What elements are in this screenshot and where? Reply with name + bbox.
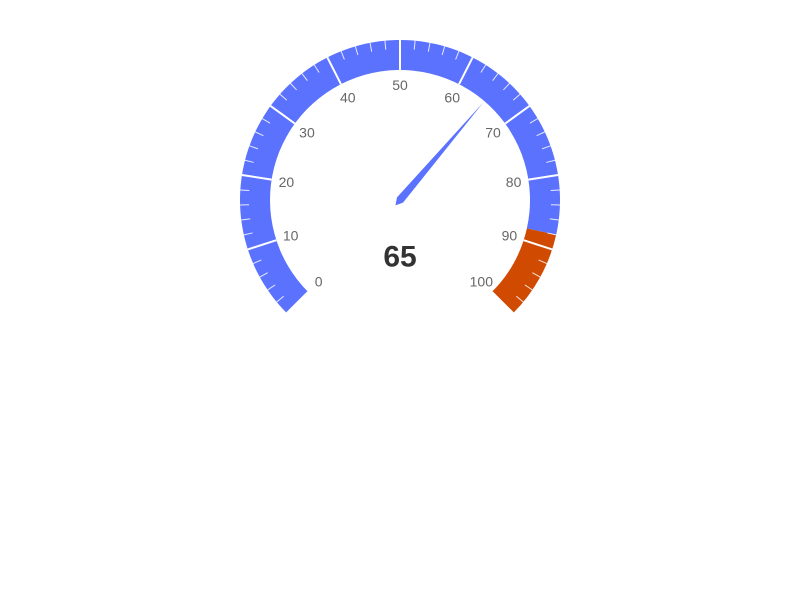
gauge-needle: [395, 102, 484, 206]
gauge-minor-tick: [529, 118, 538, 124]
gauge-tick-label: 20: [279, 174, 295, 190]
gauge-major-tick: [491, 291, 514, 314]
gauge-minor-tick: [249, 145, 259, 150]
gauge-minor-tick: [255, 131, 264, 137]
gauge-major-tick: [241, 173, 272, 181]
gauge-minor-tick: [536, 131, 545, 137]
gauge-tick-label: 30: [299, 124, 315, 140]
gauge-minor-tick: [541, 145, 551, 150]
gauge-major-tick: [286, 291, 309, 314]
gauge-minor-tick: [538, 259, 548, 265]
gauge-minor-tick: [267, 284, 276, 291]
gauge-minor-tick: [262, 118, 271, 124]
gauge-minor-tick: [369, 42, 373, 52]
gauge-minor-tick: [290, 83, 297, 91]
gauge-value-label: 65: [383, 241, 416, 274]
gauge-minor-tick: [301, 73, 308, 81]
gauge-minor-tick: [516, 295, 524, 303]
gauge-minor-tick: [427, 42, 431, 52]
gauge-band-0: [239, 39, 560, 314]
gauge-minor-tick: [279, 93, 288, 101]
gauge-ticks: [240, 40, 560, 314]
gauge-minor-tick: [276, 295, 284, 303]
gauge-major-tick: [504, 105, 531, 125]
gauge-minor-tick: [532, 272, 541, 278]
gauge-minor-tick: [259, 272, 268, 278]
gauge-tick-labels: 0 10 20 30 40 50 60 70 80 90 100: [279, 77, 522, 289]
gauge-band-1: [491, 228, 557, 314]
gauge-minor-tick: [550, 189, 560, 192]
gauge-major-tick: [528, 173, 559, 181]
gauge-tick-label: 70: [485, 124, 501, 140]
gauge-major-tick: [523, 239, 553, 251]
gauge-minor-tick: [480, 64, 487, 73]
gauge-minor-tick: [524, 284, 533, 291]
gauge-minor-tick: [240, 189, 250, 192]
gauge-minor-tick: [252, 259, 262, 265]
gauge-minor-tick: [546, 159, 556, 163]
gauge-tick-label: 0: [315, 273, 323, 289]
gauge-tick-label: 90: [502, 228, 518, 244]
gauge-tick-label: 50: [392, 77, 408, 93]
gauge-minor-tick: [413, 40, 416, 50]
gauge-tick-label: 10: [283, 228, 299, 244]
gauge-tick-label: 80: [506, 174, 522, 190]
gauge-bands: [239, 39, 560, 314]
gauge-minor-tick: [549, 218, 559, 221]
gauge-minor-tick: [455, 51, 460, 60]
gauge-tick-label: 100: [470, 273, 494, 289]
gauge-major-tick: [458, 56, 474, 85]
gauge-minor-tick: [547, 232, 557, 236]
gauge-tick-label: 40: [340, 90, 356, 106]
gauge-minor-tick: [244, 159, 254, 163]
gauge-minor-tick: [340, 51, 345, 60]
gauge-minor-tick: [512, 93, 521, 101]
gauge-minor-tick: [354, 46, 359, 56]
gauge-minor-tick: [313, 64, 320, 73]
gauge-major-tick: [326, 56, 342, 85]
gauge-major-tick: [247, 239, 277, 251]
gauge-tick-label: 60: [444, 90, 460, 106]
gauge-minor-tick: [243, 232, 253, 236]
gauge-major-tick: [269, 105, 296, 125]
gauge-minor-tick: [241, 218, 251, 221]
gauge-minor-tick: [503, 83, 510, 91]
gauge-minor-tick: [384, 40, 387, 50]
gauge-minor-tick: [492, 73, 499, 81]
gauge-minor-tick: [441, 46, 446, 56]
